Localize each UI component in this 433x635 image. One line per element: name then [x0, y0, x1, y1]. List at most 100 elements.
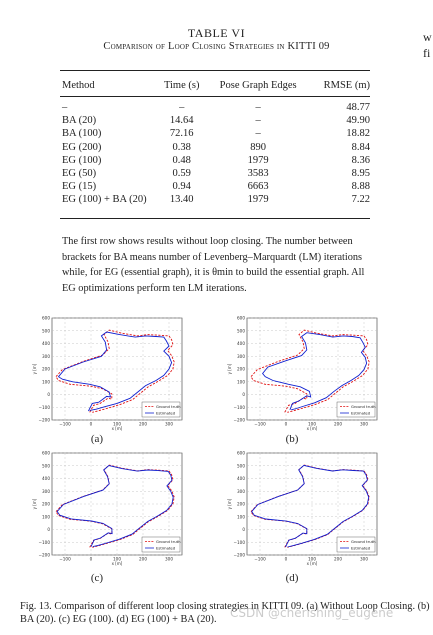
cell-rmse: 7.22	[351, 194, 370, 206]
y-axis-label: y [m]	[227, 363, 232, 374]
cell-rmse: 18.82	[346, 128, 370, 140]
y-tick-label: 300	[237, 489, 245, 494]
cell-time: –	[179, 102, 185, 113]
legend-label-estimated: Estimated	[351, 411, 371, 416]
y-tick-label: 200	[237, 502, 245, 507]
cell-method: EG (15)	[62, 181, 97, 193]
y-tick-label: 600	[42, 451, 50, 456]
legend-label-ground-truth: Ground truth	[351, 539, 376, 544]
cell-method: BA (20)	[62, 115, 97, 127]
x-tick-label: −100	[59, 422, 71, 427]
x-tick-label: 200	[139, 422, 147, 427]
x-axis-label: x [m]	[112, 426, 123, 431]
y-tick-label: 400	[42, 341, 50, 346]
table-row: EG (200) 0.38 890 8.84	[60, 141, 372, 154]
y-tick-label: 100	[237, 514, 245, 519]
cell-method: BA (100)	[62, 128, 102, 140]
legend-label-ground-truth: Ground truth	[351, 404, 376, 409]
y-tick-label: 0	[47, 392, 50, 397]
x-tick-label: 300	[165, 557, 173, 562]
y-tick-label: 400	[237, 341, 245, 346]
cell-method: EG (100) + BA (20)	[62, 194, 147, 206]
header-time: Time (s)	[163, 80, 200, 92]
table-header-rule	[60, 96, 370, 97]
cell-time: 14.64	[169, 115, 194, 127]
cell-edges: 1979	[247, 154, 269, 166]
table-bottom-rule	[60, 218, 370, 220]
cell-rmse: 8.84	[351, 141, 370, 153]
y-tick-label: 400	[237, 476, 245, 481]
cell-rmse: 8.95	[351, 168, 370, 180]
cell-rmse: 49.90	[346, 115, 370, 127]
y-tick-label: 0	[242, 392, 245, 397]
y-tick-label: 0	[242, 527, 245, 532]
legend-label-estimated: Estimated	[156, 411, 176, 416]
y-tick-label: 300	[42, 354, 50, 359]
cutoff-text-1: w	[423, 30, 432, 44]
cell-method: EG (100)	[62, 154, 102, 166]
y-tick-label: 500	[42, 463, 50, 468]
y-tick-label: −200	[233, 553, 245, 558]
cell-edges: 890	[250, 141, 267, 153]
x-tick-label: 100	[113, 422, 121, 427]
table-caption: Comparison of Loop Closing Strategies in…	[103, 41, 330, 52]
header-method: Method	[62, 80, 95, 92]
x-axis-label: x [m]	[307, 426, 318, 431]
y-axis-label: y [m]	[32, 363, 37, 374]
cell-time: 0.59	[172, 168, 191, 180]
x-tick-label: 0	[90, 422, 93, 427]
plot-d: 600 500 400 300 200 100 0 −100 −200 −100 0 100 200 30…	[227, 451, 378, 566]
y-tick-label: −200	[233, 418, 245, 423]
y-tick-label: 600	[237, 316, 245, 321]
x-tick-label: −100	[254, 422, 266, 427]
y-tick-label: 500	[237, 463, 245, 468]
y-tick-label: −200	[38, 553, 50, 558]
cell-edges: –	[255, 115, 261, 127]
y-tick-label: 200	[237, 367, 245, 372]
y-tick-label: 500	[42, 328, 50, 333]
subfig-label-d: (d)	[285, 572, 299, 584]
cell-method: EG (50)	[62, 168, 97, 180]
cell-edges: –	[255, 128, 261, 140]
y-tick-label: −100	[38, 540, 50, 545]
ground-truth-line	[55, 329, 175, 413]
y-tick-label: −100	[38, 405, 50, 410]
cell-rmse: 8.36	[351, 154, 370, 166]
x-tick-label: 300	[360, 557, 368, 562]
watermark: CSDN @cherishing_eugene	[230, 606, 394, 620]
y-tick-label: 300	[237, 354, 245, 359]
x-tick-label: −100	[59, 557, 71, 562]
x-tick-label: −100	[254, 557, 266, 562]
estimated-line	[56, 465, 174, 548]
y-tick-label: 400	[42, 476, 50, 481]
table-row: EG (15) 0.94 6663 8.88	[60, 180, 372, 193]
cell-time: 0.38	[172, 141, 191, 153]
plot-b: 600 500 400 300 200 100 0 −100 −200 −100 0 100 200 30…	[227, 316, 378, 431]
table-number: TABLE VI	[187, 26, 246, 40]
table-row: – – – 48.77	[60, 101, 372, 114]
cell-method: –	[62, 102, 68, 113]
cell-time: 0.94	[172, 181, 191, 193]
cell-edges: –	[255, 102, 261, 113]
x-tick-label: 100	[308, 557, 316, 562]
subfig-label-c: (c)	[90, 572, 104, 584]
legend-label-ground-truth: Ground truth	[156, 404, 181, 409]
table-row: EG (50) 0.59 3583 8.95	[60, 167, 372, 180]
estimated-line	[262, 332, 368, 411]
table-note: The first row shows results without loop…	[62, 236, 365, 294]
y-tick-label: 100	[237, 379, 245, 384]
y-tick-label: −100	[233, 540, 245, 545]
plot-a: 600 500 400 300 200 100 0 −100 −200 −100 0 100 200 30…	[32, 316, 183, 431]
table-row: BA (100) 72.16 – 18.82	[60, 127, 372, 140]
y-axis-label: y [m]	[227, 498, 232, 509]
table-header-row: Method Time (s) Pose Graph Edges RMSE (m…	[60, 77, 372, 95]
table-row: EG (100) + BA (20) 13.40 1979 7.22	[60, 193, 372, 206]
x-tick-label: 0	[285, 422, 288, 427]
y-tick-label: −100	[233, 405, 245, 410]
cell-time: 13.40	[169, 194, 194, 206]
cell-rmse: 48.77	[346, 102, 370, 113]
cell-edges: 6663	[247, 181, 269, 193]
x-tick-label: 0	[285, 557, 288, 562]
comparison-table: Method Time (s) Pose Graph Edges RMSE (m…	[60, 77, 372, 207]
x-tick-label: 100	[308, 422, 316, 427]
